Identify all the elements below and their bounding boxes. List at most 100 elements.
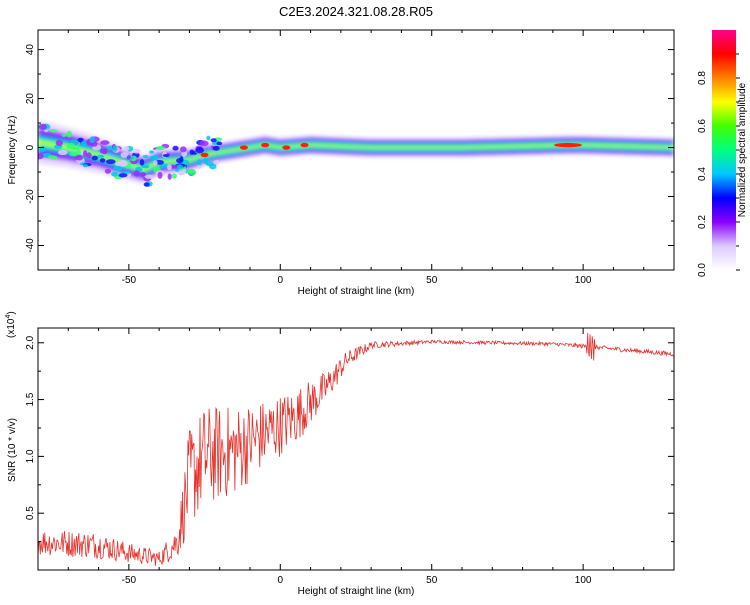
spectrogram-cell xyxy=(61,133,67,137)
spectrogram-cell xyxy=(55,139,63,147)
spectrogram-cell xyxy=(133,170,141,177)
spectrogram-cell xyxy=(47,155,57,160)
colorbar-gradient xyxy=(712,30,736,270)
spectrogram-cell xyxy=(117,159,128,167)
spectrogram-cell xyxy=(68,151,79,157)
spectrogram-cell xyxy=(179,156,184,163)
snr-y-label: SNR (10 * v/v) xyxy=(7,418,18,482)
spectrogram-cell xyxy=(206,135,211,141)
spectrogram-cell xyxy=(132,148,141,154)
colorbar-tick-label: 0.0 xyxy=(697,263,708,277)
spectrogram-cell xyxy=(153,160,158,166)
spectrogram-cell xyxy=(105,159,116,165)
spectrogram-frame xyxy=(37,29,675,271)
y-tick-label: 1.5 xyxy=(25,392,36,406)
spectrogram-cell xyxy=(89,136,95,144)
spectrogram-hotspot xyxy=(200,152,209,158)
spectrogram-cell xyxy=(167,164,172,171)
spectrogram-cell xyxy=(139,172,147,177)
spectrogram-cell xyxy=(174,168,180,172)
spectrogram-cell xyxy=(188,168,197,176)
spectrogram-cell xyxy=(57,149,68,156)
spectrogram-cell xyxy=(144,174,154,179)
spectrogram-y-label: Frequency (Hz) xyxy=(7,116,18,185)
x-tick-label: 50 xyxy=(426,275,438,286)
spectrogram-cell xyxy=(149,156,158,160)
spectrogram-cell xyxy=(195,146,204,154)
spectrogram-cell xyxy=(66,130,73,138)
spectrogram-cell xyxy=(75,155,83,161)
colorbar-label: Normalized spectral amplitude xyxy=(737,82,748,217)
snr-y-ticks: 0.5 1.0 1.5 2.0 xyxy=(25,335,674,543)
spectrogram-cell xyxy=(176,164,183,169)
spectrogram-cell xyxy=(86,152,92,159)
spectrogram-cell xyxy=(212,145,220,151)
spectrogram-hotspot xyxy=(261,142,270,148)
spectrogram-cell xyxy=(196,164,202,169)
spectrogram-cell xyxy=(199,140,209,147)
spectrogram-cell xyxy=(216,141,223,146)
spectrogram-cell xyxy=(179,146,187,153)
spectrogram-hotspot xyxy=(300,142,309,148)
spectrogram-cell xyxy=(171,173,177,179)
spectrogram-cell xyxy=(112,145,118,152)
spectrogram-cell xyxy=(124,145,130,151)
spectrogram-cell xyxy=(157,171,163,179)
y-tick-label: -40 xyxy=(25,238,36,253)
spectrogram-cell xyxy=(205,161,214,167)
y-tick-label: 2.0 xyxy=(25,335,36,349)
spectrogram-cell xyxy=(155,146,166,151)
spectrogram-cell xyxy=(100,140,110,145)
spectrogram-cell xyxy=(162,154,170,158)
spectrogram-cell xyxy=(82,163,89,168)
spectrogram-cell xyxy=(177,170,186,176)
x-tick-label: 100 xyxy=(575,575,592,586)
spectrogram-cell xyxy=(71,146,81,151)
x-tick-label: 100 xyxy=(575,275,592,286)
spectrogram-y-ticks: -40 -20 0 20 40 xyxy=(25,44,674,271)
spectrogram-cell xyxy=(38,123,47,130)
spectrogram-cell xyxy=(149,150,155,154)
spectrogram-cell xyxy=(49,129,58,133)
colorbar-tick-label: 0.6 xyxy=(697,119,708,133)
x-tick-label: -50 xyxy=(122,275,137,286)
spectrogram-cell xyxy=(91,155,99,161)
colorbar-tick-label: 0.8 xyxy=(697,71,708,85)
figure-title: C2E3.2024.321.08.28.R05 xyxy=(279,4,433,19)
spectrogram-cell xyxy=(143,182,150,187)
x-tick-label: 0 xyxy=(278,275,284,286)
snr-y-multiplier: (x104) xyxy=(5,311,17,338)
snr-panel: -50 0 50 100 0.5 1.0 1.5 2.0 Height of straigh… xyxy=(5,311,675,597)
spectrogram-cell xyxy=(120,152,129,158)
snr-x-ticks: -50 0 50 100 xyxy=(37,328,675,586)
spectrogram-hotspot xyxy=(554,142,582,148)
spectrogram-cell xyxy=(104,168,112,174)
spectrogram-x-label: Height of straight line (km) xyxy=(298,286,415,297)
spectrogram-cell xyxy=(81,140,87,147)
y-tick-label: 0.5 xyxy=(25,506,36,520)
spectrogram-cell xyxy=(118,173,128,178)
spectrogram-cell xyxy=(38,153,44,160)
spectrogram-cell xyxy=(101,148,108,155)
spectrogram-cell xyxy=(142,155,149,159)
spectrogram-layer xyxy=(38,140,674,171)
spectrogram-cell xyxy=(126,155,131,160)
colorbar-tick-label: 0.2 xyxy=(697,215,708,229)
colorbar-ticks: 0.0 0.2 0.4 0.6 0.8 xyxy=(697,53,740,277)
colorbar-tick-label: 0.4 xyxy=(697,167,708,181)
spectrogram-cell xyxy=(141,164,150,169)
spectrogram-cell xyxy=(39,145,46,153)
x-tick-label: -50 xyxy=(122,575,137,586)
y-tick-label: -20 xyxy=(25,189,36,204)
y-tick-label: 20 xyxy=(25,93,36,105)
snr-frame xyxy=(37,327,675,571)
spectrogram-x-ticks: -50 0 50 100 xyxy=(37,30,675,286)
spectrogram-cell xyxy=(210,138,217,143)
x-tick-label: 50 xyxy=(426,575,438,586)
spectrogram-hotspot xyxy=(282,145,291,150)
spectrogram-cell xyxy=(172,145,179,151)
spectrogram-cell xyxy=(111,171,119,177)
spectrogram-panel: -50 0 50 100 -40 -20 0 20 40 Height of straight… xyxy=(7,29,675,297)
colorbar: 0.0 0.2 0.4 0.6 0.8 Normalized spectral ampl… xyxy=(697,30,748,277)
spectrogram-cell xyxy=(83,150,88,158)
